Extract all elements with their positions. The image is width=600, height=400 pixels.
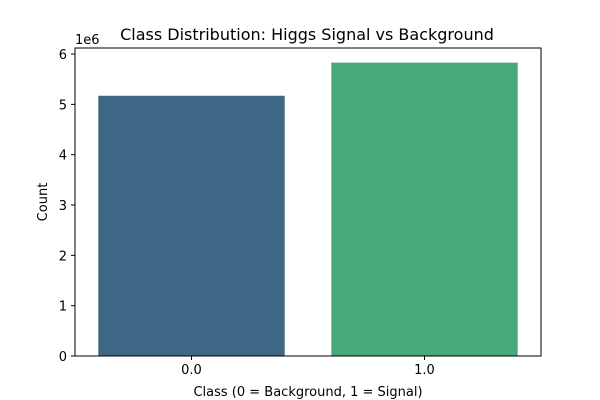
x-tick-label: 0.0 (181, 363, 202, 378)
y-tick-label: 2 (59, 249, 67, 264)
x-axis-label: Class (0 = Background, 1 = Signal) (193, 385, 422, 400)
y-axis-scale-note: 1e6 (75, 33, 100, 48)
bar-class-1.0 (331, 62, 518, 356)
chart-title: Class Distribution: Higgs Signal vs Back… (120, 25, 494, 44)
x-axis: 0.0 1.0 (181, 356, 435, 378)
bar-class-0.0 (98, 95, 285, 356)
bars-layer (98, 62, 518, 356)
x-tick-label: 1.0 (414, 363, 435, 378)
y-axis-label: Count (36, 183, 51, 222)
y-tick-label: 0 (59, 350, 67, 365)
plot-frame (74, 47, 542, 357)
y-tick-label: 1 (59, 300, 67, 315)
y-tick-label: 5 (59, 98, 67, 113)
y-tick-label: 4 (59, 149, 67, 164)
y-tick-label: 3 (59, 199, 67, 214)
y-axis: 0 1 2 3 4 5 6 (59, 48, 75, 365)
y-tick-label: 6 (59, 48, 67, 63)
